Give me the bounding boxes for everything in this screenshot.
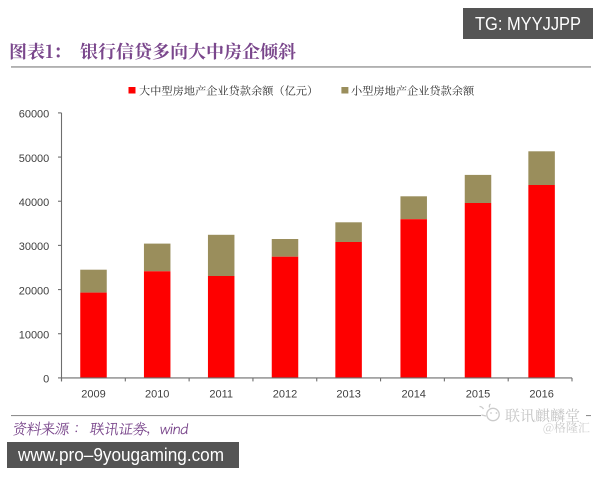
svg-text:2013: 2013: [336, 388, 360, 400]
svg-text:50000: 50000: [19, 153, 50, 165]
svg-text:2015: 2015: [466, 388, 490, 400]
svg-text:2016: 2016: [529, 388, 553, 400]
svg-text:10000: 10000: [19, 330, 50, 342]
svg-text:60000: 60000: [19, 109, 50, 121]
svg-text:40000: 40000: [19, 197, 50, 209]
svg-text:TG: MYYJJPP: TG: MYYJJPP: [475, 13, 581, 34]
svg-text:2011: 2011: [209, 388, 233, 400]
svg-text:0: 0: [43, 374, 49, 386]
svg-text:www.pro–9yougaming.com: www.pro–9yougaming.com: [17, 444, 224, 465]
svg-text:20000: 20000: [19, 285, 50, 297]
svg-text:2012: 2012: [273, 388, 297, 400]
svg-text:2014: 2014: [401, 388, 425, 400]
svg-text:2009: 2009: [81, 388, 105, 400]
svg-text:30000: 30000: [19, 241, 50, 253]
svg-text:2010: 2010: [145, 388, 169, 400]
